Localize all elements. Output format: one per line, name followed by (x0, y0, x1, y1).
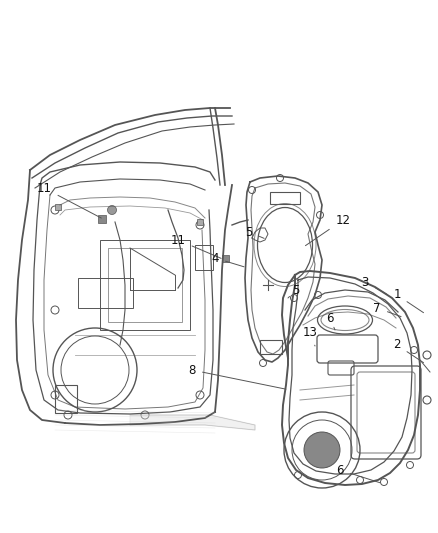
Text: 6: 6 (326, 311, 335, 330)
Bar (98, 215, 106, 223)
Bar (222, 255, 229, 262)
Bar (270, 192, 300, 204)
Bar (55, 204, 61, 210)
Bar (260, 340, 282, 354)
Text: 5: 5 (245, 225, 264, 238)
Text: 5: 5 (288, 284, 300, 298)
Text: 1: 1 (393, 288, 424, 313)
Circle shape (304, 432, 340, 468)
Text: 12: 12 (305, 214, 350, 246)
Circle shape (107, 206, 117, 214)
Text: 11: 11 (170, 233, 221, 259)
Bar (55, 385, 77, 413)
Bar (78, 278, 133, 308)
Text: 2: 2 (393, 338, 424, 362)
Text: 13: 13 (303, 326, 318, 346)
Text: 8: 8 (188, 364, 286, 389)
Text: 6: 6 (336, 464, 380, 483)
Text: 7: 7 (373, 302, 401, 317)
Text: 4: 4 (211, 252, 244, 267)
Bar (195, 245, 213, 270)
Text: 11: 11 (36, 182, 101, 218)
Polygon shape (130, 415, 255, 430)
Bar (100, 240, 190, 330)
Bar (197, 219, 203, 225)
Bar (108, 248, 182, 322)
Text: 3: 3 (361, 276, 386, 294)
